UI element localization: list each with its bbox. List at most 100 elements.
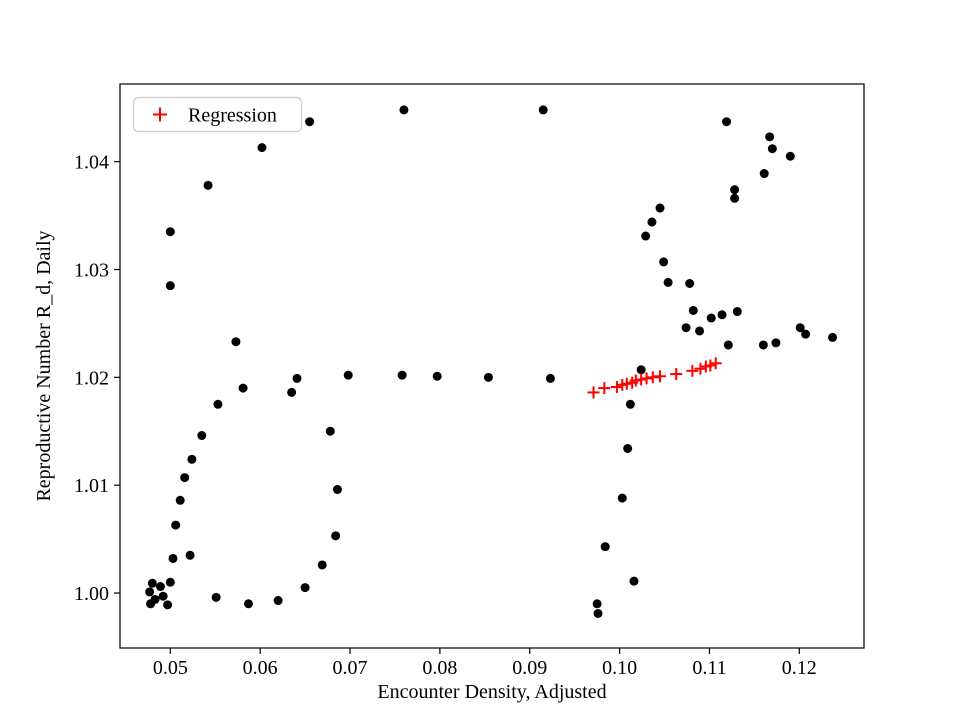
regression-plus-marker <box>646 371 659 384</box>
scatter-point <box>257 143 267 153</box>
scatter-point <box>292 373 302 383</box>
scatter-point <box>180 473 190 483</box>
y-axis-label: Reproductive Number R_d, Daily <box>33 230 55 501</box>
x-tick-label: 0.07 <box>333 657 368 679</box>
scatter-point <box>305 117 315 127</box>
scatter-point <box>213 399 223 409</box>
scatter-point <box>722 117 732 127</box>
scatter-point <box>243 599 253 609</box>
x-tick-label: 0.05 <box>153 657 188 679</box>
scatter-point <box>168 553 178 563</box>
regression-marker-icon <box>153 107 167 122</box>
scatter-point <box>625 399 635 409</box>
scatter-point <box>723 340 733 350</box>
scatter-point <box>146 599 156 609</box>
scatter-point <box>801 329 811 339</box>
scatter-point <box>197 431 207 441</box>
scatter-point <box>273 596 283 606</box>
scatter-point <box>593 608 603 618</box>
scatter-point <box>695 326 705 336</box>
scatter-point <box>325 426 335 436</box>
y-tick-label: 1.02 <box>74 367 109 389</box>
scatter-point <box>300 583 310 593</box>
scatter-point <box>732 307 742 317</box>
scatter-point <box>758 340 768 350</box>
scatter-point <box>147 578 157 588</box>
regression-plus-marker <box>620 377 633 390</box>
axis-ticks: 0.05 0.06 0.07 0.08 0.09 0.10 0.11 0.12 1.00 1.01… <box>74 152 817 679</box>
scatter-point <box>231 337 241 347</box>
scatter-point <box>185 550 195 560</box>
scatter-point <box>187 454 197 464</box>
scatter-point <box>655 203 665 213</box>
regression-plus-marker <box>587 386 600 399</box>
regression-plus-marker <box>598 382 611 395</box>
x-tick-label: 0.10 <box>602 657 637 679</box>
scatter-point <box>165 577 175 587</box>
scatter-point <box>165 227 175 237</box>
scatter-point <box>629 576 639 586</box>
scatter-point <box>641 231 651 241</box>
regression-plus-marker <box>686 364 699 377</box>
regression-plus-marker <box>610 381 623 394</box>
scatter-point <box>238 383 248 393</box>
scatter-point <box>175 495 185 505</box>
scatter-point <box>331 531 341 541</box>
scatter-point <box>659 257 669 267</box>
scatter-point <box>538 105 548 115</box>
scatter-point <box>730 193 740 203</box>
scatter-point <box>287 387 297 397</box>
scatter-point <box>767 144 777 154</box>
scatter-point <box>681 323 691 333</box>
scatter-point <box>332 484 342 494</box>
regression-plus-marker <box>654 370 667 383</box>
scatter-point <box>828 332 838 342</box>
x-tick-label: 0.11 <box>692 657 726 679</box>
scatter-point <box>545 373 555 383</box>
scatter-point <box>765 132 775 142</box>
scatter-point <box>685 279 695 289</box>
scatter-point <box>158 591 168 601</box>
regression-plus-marker <box>629 374 642 387</box>
scatter-point <box>617 493 627 503</box>
scatter-point <box>203 180 213 190</box>
scatter-point <box>795 323 805 333</box>
x-tick-label: 0.09 <box>512 657 547 679</box>
scatter-point <box>163 600 173 610</box>
y-tick-label: 1.03 <box>74 259 109 281</box>
scatter-point <box>688 305 698 315</box>
scatter-point <box>165 281 175 291</box>
scatter-point <box>600 542 610 552</box>
regression-plus-marker <box>694 362 707 375</box>
scatter-point <box>171 520 181 530</box>
scatter-point <box>155 582 165 592</box>
y-tick-label: 1.01 <box>74 475 109 497</box>
scatter-point <box>592 599 602 609</box>
y-tick-label: 1.04 <box>74 152 109 174</box>
scatter-point <box>706 313 716 323</box>
scatter-point <box>432 371 442 381</box>
regression-plus-marker <box>704 359 717 372</box>
scatter-point <box>730 185 740 195</box>
scatter-point <box>647 217 657 227</box>
legend-label: Regression <box>188 105 277 127</box>
scatter-point <box>623 443 633 453</box>
regression-plus-marker <box>640 372 653 385</box>
regression-plus-marker <box>709 357 722 370</box>
scatter-point <box>785 151 795 161</box>
regression-plus-marker <box>635 373 648 386</box>
scatter-points <box>145 105 838 618</box>
scatter-point <box>397 370 407 380</box>
x-tick-label: 0.08 <box>422 657 457 679</box>
x-axis-label: Encounter Density, Adjusted <box>377 681 606 703</box>
x-tick-label: 0.12 <box>782 657 817 679</box>
scatter-point <box>399 105 409 115</box>
scatter-point <box>759 169 769 179</box>
scatter-point <box>717 310 727 320</box>
x-tick-label: 0.06 <box>243 657 278 679</box>
plot-area <box>119 83 865 649</box>
scatter-point <box>636 365 646 375</box>
scatter-point <box>317 560 327 570</box>
